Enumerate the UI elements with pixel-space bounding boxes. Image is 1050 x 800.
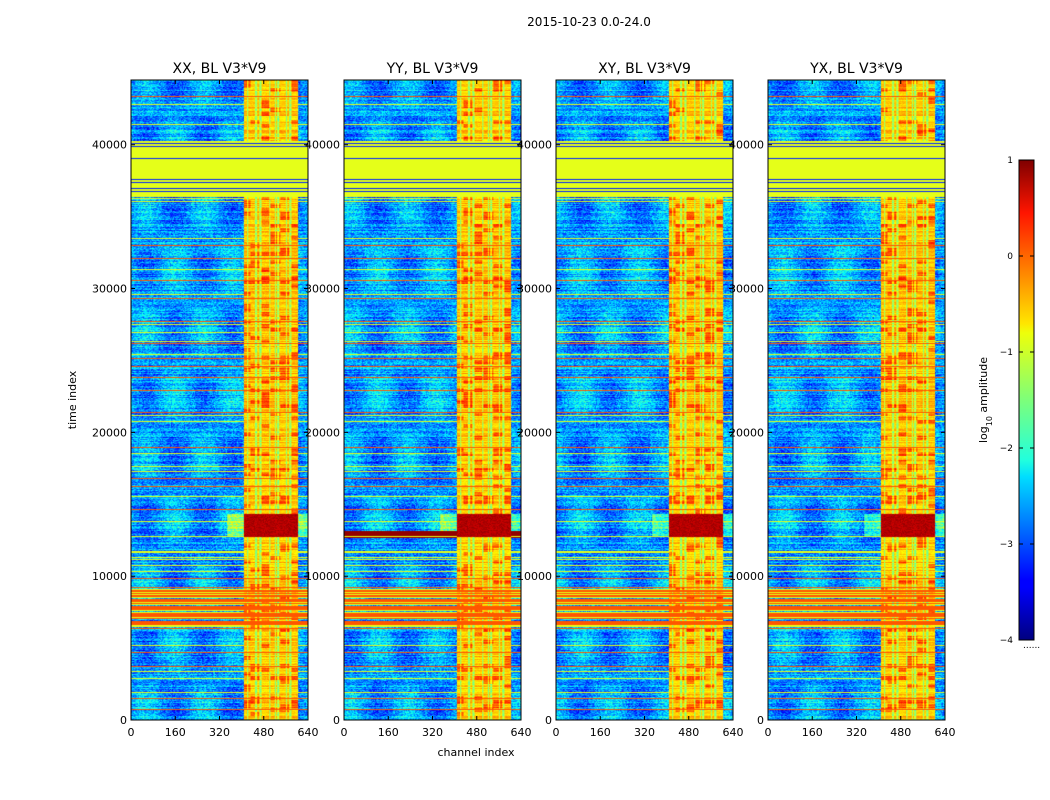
colorbar-tick-label: −1	[1000, 348, 1013, 358]
x-tick-label: 640	[935, 726, 956, 739]
heatmap-image	[344, 80, 521, 720]
x-tick-label: 640	[511, 726, 532, 739]
heatmap-image	[131, 80, 308, 720]
y-tick-label: 10000	[305, 570, 340, 583]
y-tick-label: 20000	[517, 426, 552, 439]
y-tick-label: 30000	[517, 283, 552, 296]
x-tick-label: 640	[723, 726, 744, 739]
x-tick-label: 480	[253, 726, 274, 739]
x-tick-label: 640	[298, 726, 319, 739]
y-tick-label: 0	[333, 714, 340, 727]
x-tick-label: 160	[802, 726, 823, 739]
panel-yy: YY, BL V3*V9 0 160 320 480 640 0 10000 20000 3000…	[305, 61, 532, 739]
y-tick-label: 40000	[517, 139, 552, 152]
heatmap-image	[556, 80, 733, 720]
colorbar-tick-label: −4	[1000, 636, 1014, 646]
x-tick-label: 160	[378, 726, 399, 739]
x-tick-label: 0	[341, 726, 348, 739]
panel-title: YX, BL V3*V9	[809, 61, 903, 77]
colorbar: ...... log10 amplitude 10−1−2−3−4	[977, 156, 1040, 651]
x-tick-label: 0	[128, 726, 135, 739]
panel-title: XX, BL V3*V9	[173, 61, 267, 77]
y-tick-label: 30000	[729, 283, 764, 296]
y-tick-label: 40000	[305, 139, 340, 152]
x-tick-label: 480	[890, 726, 911, 739]
y-tick-label: 0	[120, 714, 127, 727]
panel-title: YY, BL V3*V9	[386, 61, 479, 77]
colorbar-gradient	[1018, 159, 1035, 641]
x-tick-label: 0	[553, 726, 560, 739]
colorbar-tick-label: 1	[1007, 156, 1013, 166]
y-tick-label: 10000	[92, 570, 127, 583]
x-tick-label: 320	[209, 726, 230, 739]
panel-yx: YX, BL V3*V9 0 160 320 480 640 0 10000 20000 3000…	[729, 61, 956, 739]
x-tick-label: 480	[466, 726, 487, 739]
x-tick-label: 480	[678, 726, 699, 739]
colorbar-overflow-marker: ......	[1023, 641, 1040, 651]
colorbar-tick-label: −2	[1000, 444, 1013, 454]
y-axis-label: time index	[66, 370, 79, 429]
panel-xx: XX, BL V3*V9 0 160 320 480 640 0 10000 20000 3000…	[92, 61, 319, 739]
y-tick-label: 30000	[92, 283, 127, 296]
heatmap-image	[768, 80, 945, 720]
x-tick-label: 320	[846, 726, 867, 739]
x-axis-label: channel index	[437, 746, 515, 759]
colorbar-label-rest: amplitude	[977, 357, 990, 416]
y-tick-label: 40000	[729, 139, 764, 152]
y-tick-label: 10000	[517, 570, 552, 583]
x-tick-label: 320	[422, 726, 443, 739]
colorbar-label-log: log	[977, 426, 990, 443]
x-tick-label: 160	[590, 726, 611, 739]
y-tick-label: 0	[545, 714, 552, 727]
colorbar-label-sub: 10	[985, 416, 994, 426]
y-tick-label: 40000	[92, 139, 127, 152]
y-tick-label: 20000	[92, 426, 127, 439]
colorbar-label: log10 amplitude	[977, 357, 994, 443]
x-tick-label: 0	[765, 726, 772, 739]
y-tick-label: 20000	[729, 426, 764, 439]
panel-title: XY, BL V3*V9	[598, 61, 691, 77]
y-tick-label: 30000	[305, 283, 340, 296]
colorbar-tick-label: −3	[1000, 540, 1013, 550]
figure-suptitle: 2015-10-23 0.0-24.0	[527, 15, 651, 29]
panel-xy: XY, BL V3*V9 0 160 320 480 640 0 10000 20000 3000…	[517, 61, 744, 739]
colorbar-tick-label: 0	[1007, 252, 1013, 262]
x-tick-label: 160	[165, 726, 186, 739]
y-tick-label: 10000	[729, 570, 764, 583]
y-tick-label: 0	[757, 714, 764, 727]
y-tick-label: 20000	[305, 426, 340, 439]
x-tick-label: 320	[634, 726, 655, 739]
